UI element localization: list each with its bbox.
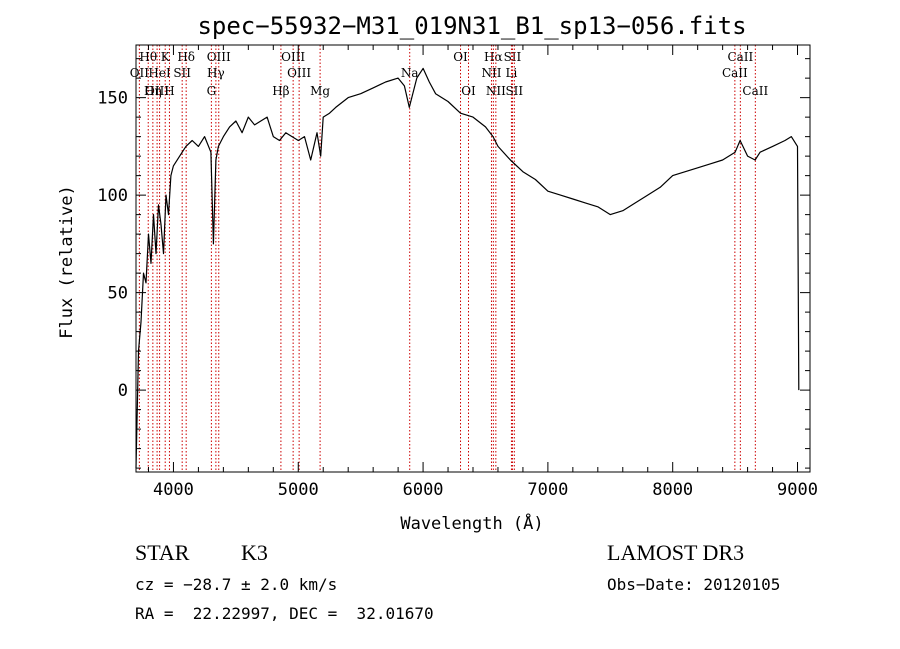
- y-tick-label: 150: [97, 89, 128, 109]
- line-marker-label: SII: [173, 66, 191, 80]
- line-marker-label: Hγ: [207, 66, 225, 80]
- line-marker-label: OIII: [207, 50, 231, 64]
- line-marker-label: OIII: [145, 84, 169, 98]
- x-tick-label: 8000: [652, 480, 693, 500]
- object-class: STAR: [135, 540, 190, 565]
- line-marker-label: CaII: [742, 84, 768, 98]
- line-marker-label: SII: [505, 84, 523, 98]
- obs-date: Obs−Date: 20120105: [607, 575, 781, 594]
- chart-title: spec−55932−M31_019N31_B1_sp13−056.fits: [197, 12, 746, 40]
- x-tick-label: 7000: [527, 480, 568, 500]
- line-marker-label: Hη: [144, 84, 162, 98]
- line-marker-label: NII: [486, 84, 506, 98]
- line-marker-label: OI: [453, 50, 468, 64]
- line-marker-label: K: [161, 50, 171, 64]
- velocity-readout: cz = −28.7 ± 2.0 km/s: [135, 575, 338, 594]
- line-marker-label: Na: [401, 66, 419, 80]
- line-marker-label: Hθ: [139, 50, 157, 64]
- line-marker-label: OIII: [287, 66, 311, 80]
- line-marker-label: CaII: [727, 50, 753, 64]
- plot-frame: [135, 44, 811, 473]
- line-marker-label: Hα: [484, 50, 503, 64]
- x-tick-label: 5000: [278, 480, 319, 500]
- line-marker-label: Mg: [310, 84, 330, 98]
- line-marker-label: SII: [504, 50, 522, 64]
- line-marker-label: CaII: [722, 66, 748, 80]
- x-tick-label: 4000: [153, 480, 194, 500]
- coordinates: RA = 22.22997, DEC = 32.01670: [135, 604, 434, 623]
- line-marker-label: Hδ: [177, 50, 195, 64]
- spectrum-line: [135, 67, 800, 469]
- survey-name: LAMOST DR3: [607, 540, 745, 565]
- line-marker-label: OII: [130, 66, 150, 80]
- line-marker-label: HeI: [148, 66, 171, 80]
- x-tick-label: 9000: [777, 480, 818, 500]
- y-tick-label: 0: [118, 381, 128, 401]
- object-subclass: K3: [241, 540, 268, 565]
- line-marker-label: Li: [506, 66, 518, 80]
- line-marker-label: Hβ: [272, 84, 289, 98]
- y-tick-label: 100: [97, 186, 128, 206]
- x-tick-label: 6000: [403, 480, 444, 500]
- line-marker-label: OI: [461, 84, 476, 98]
- line-marker-label: H: [164, 84, 174, 98]
- y-tick-label: 50: [108, 284, 128, 304]
- x-axis-label: Wavelength (Å): [400, 512, 543, 534]
- line-marker-label: NII: [481, 66, 501, 80]
- line-marker-label: G: [207, 84, 217, 98]
- line-marker-label: OIII: [281, 50, 305, 64]
- y-axis-label: Flux (relative): [57, 185, 77, 339]
